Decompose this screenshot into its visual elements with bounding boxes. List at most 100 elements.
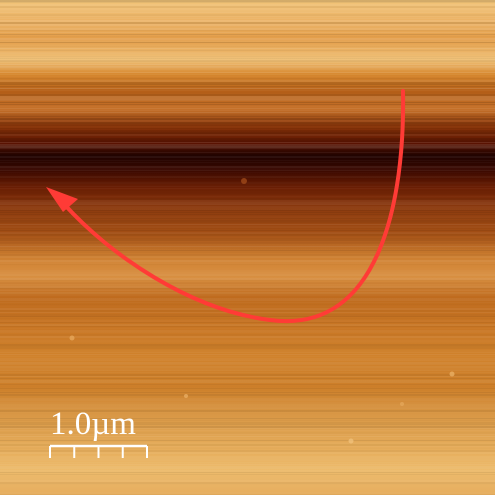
scan-streak — [0, 294, 495, 296]
scan-streak — [0, 10, 495, 12]
scan-streak — [0, 436, 495, 437]
scan-streak — [0, 210, 495, 211]
scan-streak — [0, 60, 495, 62]
scan-streak — [0, 260, 495, 262]
scan-streak — [0, 140, 495, 142]
scan-streak — [0, 384, 495, 385]
scan-streak — [0, 396, 495, 398]
scan-streak — [0, 208, 495, 210]
scan-streak — [0, 184, 495, 186]
scan-streak — [0, 250, 495, 251]
scan-streak — [0, 442, 495, 444]
scan-streak — [0, 24, 495, 26]
scan-streak — [0, 374, 495, 376]
scan-streak — [0, 322, 495, 323]
scan-streak — [0, 278, 495, 280]
scan-streak — [0, 292, 495, 294]
scan-streak — [0, 82, 495, 84]
scan-streak — [0, 162, 495, 163]
scan-streak — [0, 122, 495, 124]
scan-streak — [0, 486, 495, 488]
scan-streak — [0, 440, 495, 441]
scan-streak — [0, 8, 495, 10]
scan-streak — [0, 154, 495, 155]
scan-streak — [0, 410, 495, 412]
scan-streak — [0, 36, 495, 37]
scan-streak — [0, 164, 495, 165]
scan-streak — [0, 178, 495, 179]
scan-streak — [0, 282, 495, 284]
scan-streak — [0, 74, 495, 75]
scan-streak — [0, 56, 495, 57]
scan-streak — [0, 214, 495, 215]
scan-streak — [0, 304, 495, 305]
scan-streak — [0, 100, 495, 101]
scan-streak — [0, 240, 495, 241]
scan-streak — [0, 202, 495, 204]
scan-streak — [0, 98, 495, 100]
scan-streak — [0, 356, 495, 357]
scan-streak — [0, 326, 495, 327]
scan-streak — [0, 228, 495, 229]
scan-streak — [0, 134, 495, 136]
scan-streak — [0, 168, 495, 170]
scan-streak — [0, 206, 495, 208]
scan-streak — [0, 152, 495, 153]
scan-streak — [0, 66, 495, 68]
surface-particles — [69, 178, 455, 444]
scan-streak — [0, 80, 495, 82]
scan-streak — [0, 32, 495, 33]
scan-streak — [0, 402, 495, 404]
scan-streak — [0, 196, 495, 197]
scan-streak — [0, 2, 495, 3]
scan-streak — [0, 472, 495, 473]
scan-streak — [0, 26, 495, 28]
scan-streak — [0, 224, 495, 225]
scan-streak — [0, 342, 495, 343]
scan-streak — [0, 456, 495, 458]
scan-streak — [0, 478, 495, 480]
scan-streak — [0, 236, 495, 237]
scan-streak — [0, 310, 495, 312]
scan-streak — [0, 408, 495, 409]
scan-streak — [0, 92, 495, 94]
scan-streak — [0, 382, 495, 383]
scan-streak — [0, 22, 495, 24]
scan-streak — [0, 20, 495, 22]
scan-streak — [0, 254, 495, 256]
scan-streak — [0, 166, 495, 168]
scan-streak — [0, 28, 495, 30]
scan-streak — [0, 38, 495, 40]
scan-streak — [0, 312, 495, 313]
scan-streak — [0, 264, 495, 265]
scan-streak — [0, 476, 495, 478]
scan-streak — [0, 6, 495, 8]
scan-streak — [0, 306, 495, 307]
scan-streak — [0, 390, 495, 391]
scan-streak — [0, 296, 495, 297]
scan-streak — [0, 58, 495, 59]
scan-streak — [0, 126, 495, 128]
scan-streak — [0, 458, 495, 460]
scan-streak — [0, 422, 495, 424]
scan-streak — [0, 300, 495, 301]
scan-streak — [0, 96, 495, 98]
scan-streak — [0, 346, 495, 348]
scan-streak — [0, 244, 495, 245]
scan-streak — [0, 340, 495, 342]
scan-streak — [0, 158, 495, 160]
scan-streak — [0, 146, 495, 148]
scan-streak — [0, 474, 495, 475]
scan-streak — [0, 242, 495, 244]
scan-streak — [0, 188, 495, 189]
scan-streak — [0, 366, 495, 368]
scan-streak — [0, 198, 495, 200]
scan-streak — [0, 426, 495, 428]
scan-streak — [0, 386, 495, 388]
scan-streak — [0, 128, 495, 129]
scan-streak — [0, 488, 495, 489]
scan-streak — [0, 272, 495, 274]
scan-streak — [0, 246, 495, 247]
